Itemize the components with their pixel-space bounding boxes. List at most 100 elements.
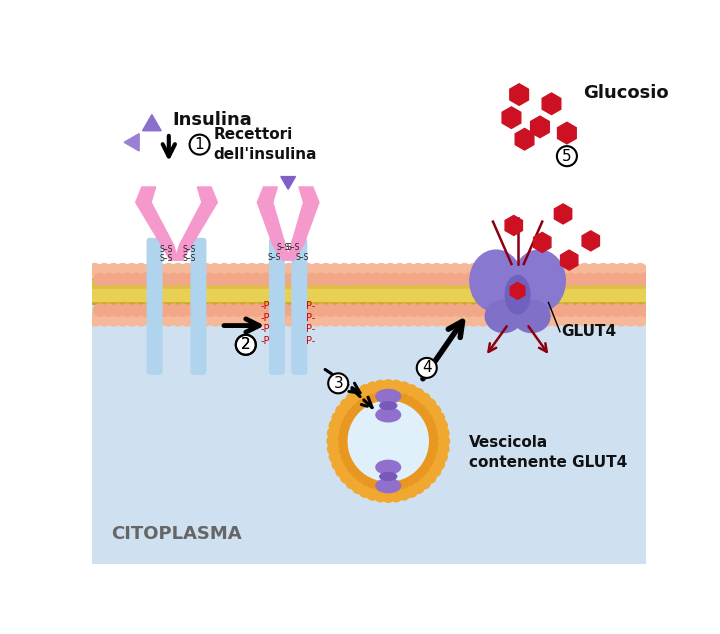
Circle shape bbox=[199, 313, 212, 326]
Circle shape bbox=[332, 458, 343, 470]
Circle shape bbox=[320, 264, 333, 276]
Circle shape bbox=[532, 264, 545, 276]
Polygon shape bbox=[516, 129, 534, 150]
Circle shape bbox=[509, 273, 521, 285]
Circle shape bbox=[435, 273, 448, 285]
Circle shape bbox=[341, 399, 352, 411]
Circle shape bbox=[444, 273, 456, 285]
Text: P-: P- bbox=[306, 301, 315, 311]
Circle shape bbox=[398, 273, 410, 285]
Circle shape bbox=[546, 273, 559, 285]
Text: 3: 3 bbox=[333, 376, 343, 391]
Circle shape bbox=[235, 335, 256, 355]
Text: S–S: S–S bbox=[159, 245, 172, 254]
Circle shape bbox=[374, 392, 384, 403]
Circle shape bbox=[149, 273, 161, 285]
Ellipse shape bbox=[470, 250, 522, 312]
Polygon shape bbox=[542, 93, 561, 115]
Circle shape bbox=[310, 313, 323, 326]
Circle shape bbox=[597, 313, 610, 326]
Circle shape bbox=[537, 304, 549, 316]
Polygon shape bbox=[281, 176, 295, 190]
Circle shape bbox=[629, 304, 642, 316]
Circle shape bbox=[204, 304, 217, 316]
Ellipse shape bbox=[513, 300, 550, 332]
Text: S–S: S–S bbox=[268, 253, 281, 262]
Circle shape bbox=[328, 373, 348, 393]
Ellipse shape bbox=[376, 408, 400, 422]
Circle shape bbox=[513, 264, 526, 276]
Circle shape bbox=[467, 313, 480, 326]
Circle shape bbox=[528, 273, 540, 285]
Circle shape bbox=[472, 304, 485, 316]
Circle shape bbox=[477, 313, 490, 326]
Circle shape bbox=[405, 397, 415, 407]
Circle shape bbox=[578, 264, 591, 276]
Polygon shape bbox=[257, 187, 289, 260]
Circle shape bbox=[144, 264, 157, 276]
Circle shape bbox=[431, 264, 444, 276]
Circle shape bbox=[482, 304, 494, 316]
Circle shape bbox=[390, 380, 402, 392]
Circle shape bbox=[346, 393, 358, 405]
Circle shape bbox=[144, 313, 157, 326]
Circle shape bbox=[439, 264, 453, 276]
Circle shape bbox=[374, 490, 386, 501]
Circle shape bbox=[371, 273, 383, 285]
Circle shape bbox=[419, 410, 429, 419]
Circle shape bbox=[222, 304, 235, 316]
Circle shape bbox=[328, 443, 339, 455]
Circle shape bbox=[387, 481, 397, 491]
Circle shape bbox=[292, 313, 305, 326]
Circle shape bbox=[324, 304, 337, 316]
Circle shape bbox=[186, 273, 198, 285]
Circle shape bbox=[341, 472, 352, 483]
Text: -P: -P bbox=[261, 313, 271, 323]
Polygon shape bbox=[582, 231, 600, 251]
Circle shape bbox=[353, 482, 364, 493]
Circle shape bbox=[89, 313, 102, 326]
Circle shape bbox=[379, 273, 392, 285]
Circle shape bbox=[232, 273, 244, 285]
Circle shape bbox=[320, 313, 333, 326]
Ellipse shape bbox=[376, 479, 400, 493]
Circle shape bbox=[405, 476, 415, 485]
Circle shape bbox=[463, 304, 475, 316]
Circle shape bbox=[181, 313, 194, 326]
Circle shape bbox=[438, 436, 449, 447]
Circle shape bbox=[306, 273, 318, 285]
Text: S–S: S–S bbox=[277, 243, 290, 252]
Circle shape bbox=[415, 468, 425, 477]
Circle shape bbox=[356, 400, 366, 410]
Circle shape bbox=[374, 480, 384, 489]
Circle shape bbox=[588, 264, 600, 276]
Circle shape bbox=[574, 304, 586, 316]
Circle shape bbox=[181, 264, 194, 276]
Circle shape bbox=[359, 385, 371, 396]
Circle shape bbox=[509, 304, 521, 316]
Circle shape bbox=[564, 273, 577, 285]
Circle shape bbox=[153, 264, 166, 276]
Circle shape bbox=[94, 273, 106, 285]
Circle shape bbox=[347, 264, 360, 276]
Circle shape bbox=[153, 313, 166, 326]
Circle shape bbox=[437, 427, 449, 439]
Ellipse shape bbox=[376, 460, 400, 474]
Circle shape bbox=[269, 273, 282, 285]
Circle shape bbox=[287, 304, 300, 316]
Circle shape bbox=[436, 420, 447, 431]
Circle shape bbox=[333, 304, 346, 316]
Circle shape bbox=[593, 273, 605, 285]
Circle shape bbox=[269, 304, 282, 316]
Circle shape bbox=[413, 482, 424, 493]
Circle shape bbox=[380, 481, 390, 491]
Circle shape bbox=[402, 264, 415, 276]
Circle shape bbox=[550, 313, 564, 326]
Circle shape bbox=[606, 264, 619, 276]
Circle shape bbox=[255, 264, 268, 276]
Circle shape bbox=[368, 394, 378, 404]
Circle shape bbox=[611, 304, 623, 316]
Circle shape bbox=[352, 304, 364, 316]
Circle shape bbox=[399, 394, 409, 404]
Circle shape bbox=[315, 304, 328, 316]
